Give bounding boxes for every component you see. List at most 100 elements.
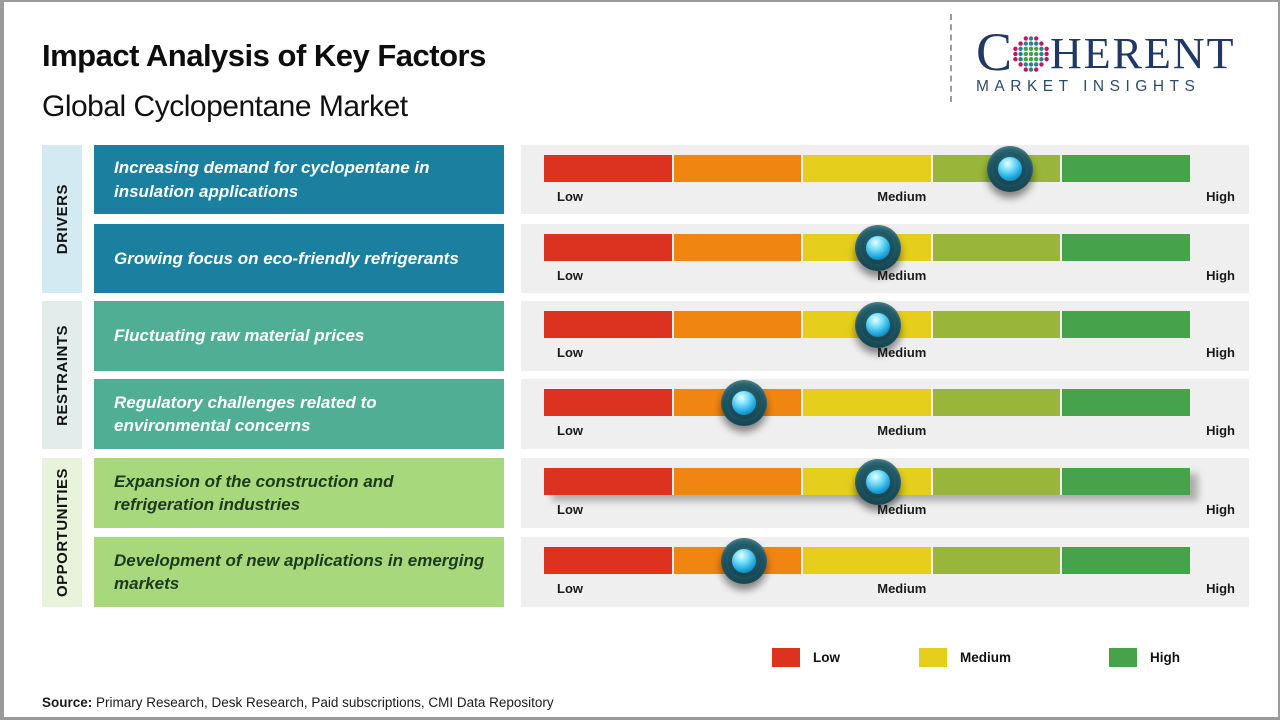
gauge-marker-ring (727, 544, 761, 577)
scale-label-low: Low (557, 268, 583, 283)
factor-box: Fluctuating raw material prices (94, 301, 504, 371)
segment-high (1062, 389, 1190, 416)
category-label: RESTRAINTS (53, 324, 71, 426)
gauge-marker-core (997, 156, 1022, 181)
gauge-marker-core (865, 235, 890, 260)
segment-medium-high (932, 311, 1061, 338)
impact-gauge: Low Medium High (521, 224, 1249, 293)
scale-label-high: High (1206, 423, 1235, 438)
scale-labels: Low Medium High (555, 345, 1235, 363)
segment-high (1062, 547, 1190, 574)
scale-labels: Low Medium High (555, 581, 1235, 599)
gauge-marker-ring (861, 308, 895, 341)
brand-letter-c: C (976, 22, 1013, 82)
gauge-marker-ring (727, 386, 761, 419)
impact-gauge: Low Medium High (521, 458, 1249, 528)
page-subtitle: Global Cyclopentane Market (42, 90, 408, 123)
gauge-marker-icon (854, 301, 901, 348)
gauge-marker-icon (854, 224, 901, 271)
segment-low (544, 311, 672, 338)
legend-label-medium: Medium (960, 650, 1012, 665)
segment-low-medium (673, 311, 802, 338)
logo-globe-icon (1013, 36, 1049, 72)
segment-high (1062, 155, 1190, 182)
scale-label-medium: Medium (877, 345, 927, 360)
gauge-bar (544, 145, 1190, 192)
gauge-marker-icon (721, 537, 768, 584)
page-title: Impact Analysis of Key Factors (42, 38, 486, 73)
segment-high (1062, 234, 1190, 261)
source-prefix: Source: (42, 695, 93, 710)
gauge-marker-icon (721, 379, 768, 426)
segment-low-medium (673, 155, 802, 182)
scale-labels: Low Medium High (555, 268, 1235, 286)
factor-text: Fluctuating raw material prices (114, 326, 365, 346)
legend-item-low: Low (772, 648, 840, 667)
segment-low (544, 547, 672, 574)
impact-gauge: Low Medium High (521, 301, 1249, 371)
segment-medium (803, 547, 931, 574)
factor-text: Development of new applications in emerg… (114, 550, 485, 593)
brand-letters-rest: HERENT (1050, 29, 1236, 78)
scale-label-high: High (1206, 268, 1235, 283)
legend-label-low: Low (813, 650, 840, 665)
legend-label-high: High (1150, 650, 1180, 665)
gauge-bar (544, 458, 1190, 505)
segment-high (1062, 311, 1190, 338)
gauge-bar (544, 301, 1190, 348)
scale-label-high: High (1206, 345, 1235, 360)
legend-swatch-medium (919, 648, 947, 667)
scale-label-low: Low (557, 581, 583, 596)
impact-gauge: Low Medium High (521, 537, 1249, 607)
segment-low-medium (673, 234, 802, 261)
segment-medium-high (932, 389, 1061, 416)
brand-tagline: MARKET INSIGHTS (976, 78, 1201, 95)
scale-labels: Low Medium High (555, 189, 1235, 207)
scale-labels: Low Medium High (555, 423, 1235, 441)
gauge-marker-core (732, 548, 757, 573)
impact-gauge: Low Medium High (521, 145, 1249, 214)
source-line: Source: Primary Research, Desk Research,… (42, 695, 554, 710)
scale-label-low: Low (557, 345, 583, 360)
scale-label-high: High (1206, 502, 1235, 517)
scale-label-high: High (1206, 189, 1235, 204)
source-text: Primary Research, Desk Research, Paid su… (92, 695, 554, 710)
scale-label-low: Low (557, 502, 583, 517)
scale-label-low: Low (557, 189, 583, 204)
scale-label-medium: Medium (877, 502, 927, 517)
logo-divider (950, 14, 952, 102)
scale-label-medium: Medium (877, 581, 927, 596)
category-label: DRIVERS (53, 183, 71, 255)
scale-label-medium: Medium (877, 423, 927, 438)
segment-medium (803, 389, 931, 416)
factor-box: Growing focus on eco-friendly refrigeran… (94, 224, 504, 293)
category-strip-drivers: DRIVERS (42, 145, 82, 293)
gauge-marker-ring (993, 152, 1027, 185)
gauge-marker-icon (854, 458, 901, 505)
category-label: OPPORTUNITIES (53, 467, 71, 597)
gauge-marker-core (732, 390, 757, 415)
segment-medium-high (932, 547, 1061, 574)
scale-label-high: High (1206, 581, 1235, 596)
factor-box: Development of new applications in emerg… (94, 537, 504, 607)
legend-swatch-high (1109, 648, 1137, 667)
impact-gauge: Low Medium High (521, 379, 1249, 449)
factor-box: Increasing demand for cyclopentane in in… (94, 145, 504, 214)
factor-text: Increasing demand for cyclopentane in in… (114, 158, 430, 201)
segment-low (544, 155, 672, 182)
gauge-bar (544, 224, 1190, 271)
legend-swatch-low (772, 648, 800, 667)
scale-labels: Low Medium High (555, 502, 1235, 520)
factor-text: Growing focus on eco-friendly refrigeran… (114, 248, 459, 268)
gauge-marker-icon (986, 145, 1033, 192)
scale-label-low: Low (557, 423, 583, 438)
segment-low (544, 389, 672, 416)
gauge-bar (544, 379, 1190, 426)
gauge-marker-core (865, 312, 890, 337)
scale-label-medium: Medium (877, 268, 927, 283)
category-strip-opportunities: OPPORTUNITIES (42, 458, 82, 607)
brand-logo: C HERENT MARKET INSIGHTS (976, 22, 1268, 96)
segment-medium-high (932, 468, 1061, 495)
factor-box: Expansion of the construction and refrig… (94, 458, 504, 528)
